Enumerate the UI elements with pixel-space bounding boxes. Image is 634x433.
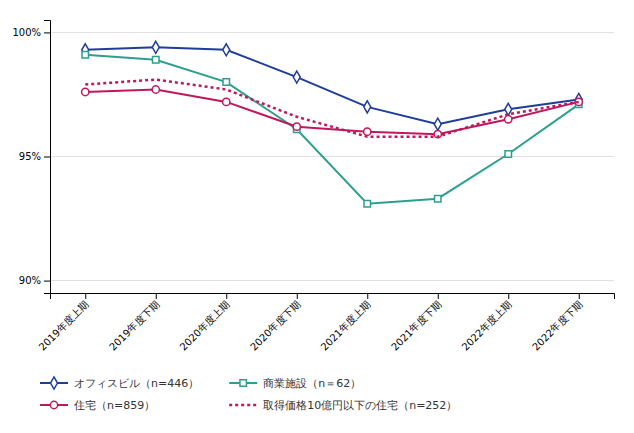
point	[575, 93, 582, 105]
legend-label: オフィスビル（n=446）	[74, 377, 199, 390]
x-tick-mark	[85, 293, 86, 299]
y-axis: 90% 95% 100%	[12, 21, 50, 294]
x-tick-label: 2022年度下期	[530, 299, 584, 353]
series-line	[85, 47, 579, 124]
point	[293, 123, 300, 130]
point	[505, 151, 511, 157]
x-tick-label: 2022年度上期	[460, 299, 514, 353]
x-tick-mark	[579, 293, 580, 299]
x-tick-mark	[156, 293, 157, 299]
series	[85, 80, 579, 137]
x-tick-label: 2019年度下期	[107, 299, 161, 353]
y-tick-label: 90%	[19, 275, 41, 286]
point	[364, 200, 370, 206]
y-tick: 90%	[19, 275, 50, 286]
x-tick-label: 2019年度上期	[37, 299, 91, 353]
point	[364, 101, 371, 113]
y-tick-mark	[44, 157, 50, 158]
legend: オフィスビル（n=446） 商業施設（n＝62） 住宅（n=859） 取得価格10億円…	[40, 377, 457, 412]
y-tick-label: 95%	[19, 151, 41, 162]
grid-line	[50, 156, 614, 157]
legend-item: オフィスビル（n=446）	[40, 377, 199, 390]
plot-area	[82, 41, 583, 207]
legend-label: 商業施設（n＝62）	[263, 377, 361, 390]
y-tick: 100%	[12, 27, 50, 38]
point	[505, 116, 512, 123]
point	[223, 44, 230, 56]
x-tick-label: 2020年度上期	[178, 299, 232, 353]
point	[505, 103, 512, 115]
y-axis-line	[44, 21, 51, 294]
point	[434, 118, 441, 130]
x-tick: 2021年度下期	[389, 293, 443, 353]
legend-item: 商業施設（n＝62）	[229, 377, 361, 390]
x-axis-line	[51, 294, 615, 300]
x-tick: 2019年度上期	[37, 293, 91, 353]
point	[153, 56, 159, 62]
y-tick-mark	[44, 281, 50, 282]
x-tick-mark	[438, 293, 439, 299]
legend-marker	[240, 380, 246, 386]
legend-item: 取得価格10億円以下の住宅（n=252）	[229, 399, 457, 412]
point	[82, 88, 89, 95]
x-tick-label: 2021年度下期	[389, 299, 443, 353]
series	[82, 41, 582, 130]
x-tick-mark	[508, 293, 509, 299]
y-tick-label: 100%	[12, 27, 41, 38]
x-tick: 2020年度下期	[248, 293, 302, 353]
point	[364, 128, 371, 135]
series-line	[85, 55, 579, 204]
x-tick: 2019年度下期	[107, 293, 161, 353]
point	[293, 71, 300, 83]
x-tick: 2022年度上期	[460, 293, 514, 353]
y-tick-mark	[44, 32, 50, 33]
legend-marker	[51, 377, 58, 389]
legend-item: 住宅（n=859）	[40, 399, 155, 412]
chart-svg: 90% 95% 100% 2019年度上期 2019年度下期 2020年度上期 2020年度…	[0, 0, 634, 433]
legend-swatch	[229, 404, 257, 407]
grid-line	[50, 280, 614, 281]
chart-container: 90% 95% 100% 2019年度上期 2019年度下期 2020年度上期 2020年度…	[0, 0, 634, 433]
y-tick: 95%	[19, 151, 50, 162]
x-tick-label: 2021年度上期	[319, 299, 373, 353]
legend-marker	[50, 401, 57, 408]
series	[82, 52, 582, 207]
x-axis: 2019年度上期 2019年度下期 2020年度上期 2020年度下期 2021年度上期…	[37, 293, 615, 353]
series-line	[85, 80, 579, 137]
point	[435, 195, 441, 201]
point	[152, 86, 159, 93]
legend-label: 住宅（n=859）	[74, 399, 155, 412]
grid-line	[50, 32, 614, 33]
point	[152, 41, 159, 53]
point	[223, 79, 229, 85]
legend-label: 取得価格10億円以下の住宅（n=252）	[263, 399, 457, 412]
x-tick: 2020年度上期	[178, 293, 232, 353]
x-tick-label: 2020年度下期	[248, 299, 302, 353]
x-tick: 2022年度下期	[530, 293, 584, 353]
x-tick-mark	[297, 293, 298, 299]
x-tick-mark	[367, 293, 368, 299]
point	[82, 52, 88, 58]
x-tick: 2021年度上期	[319, 293, 373, 353]
series	[82, 86, 583, 138]
x-tick-mark	[226, 293, 227, 299]
point	[223, 98, 230, 105]
grid	[50, 32, 614, 280]
